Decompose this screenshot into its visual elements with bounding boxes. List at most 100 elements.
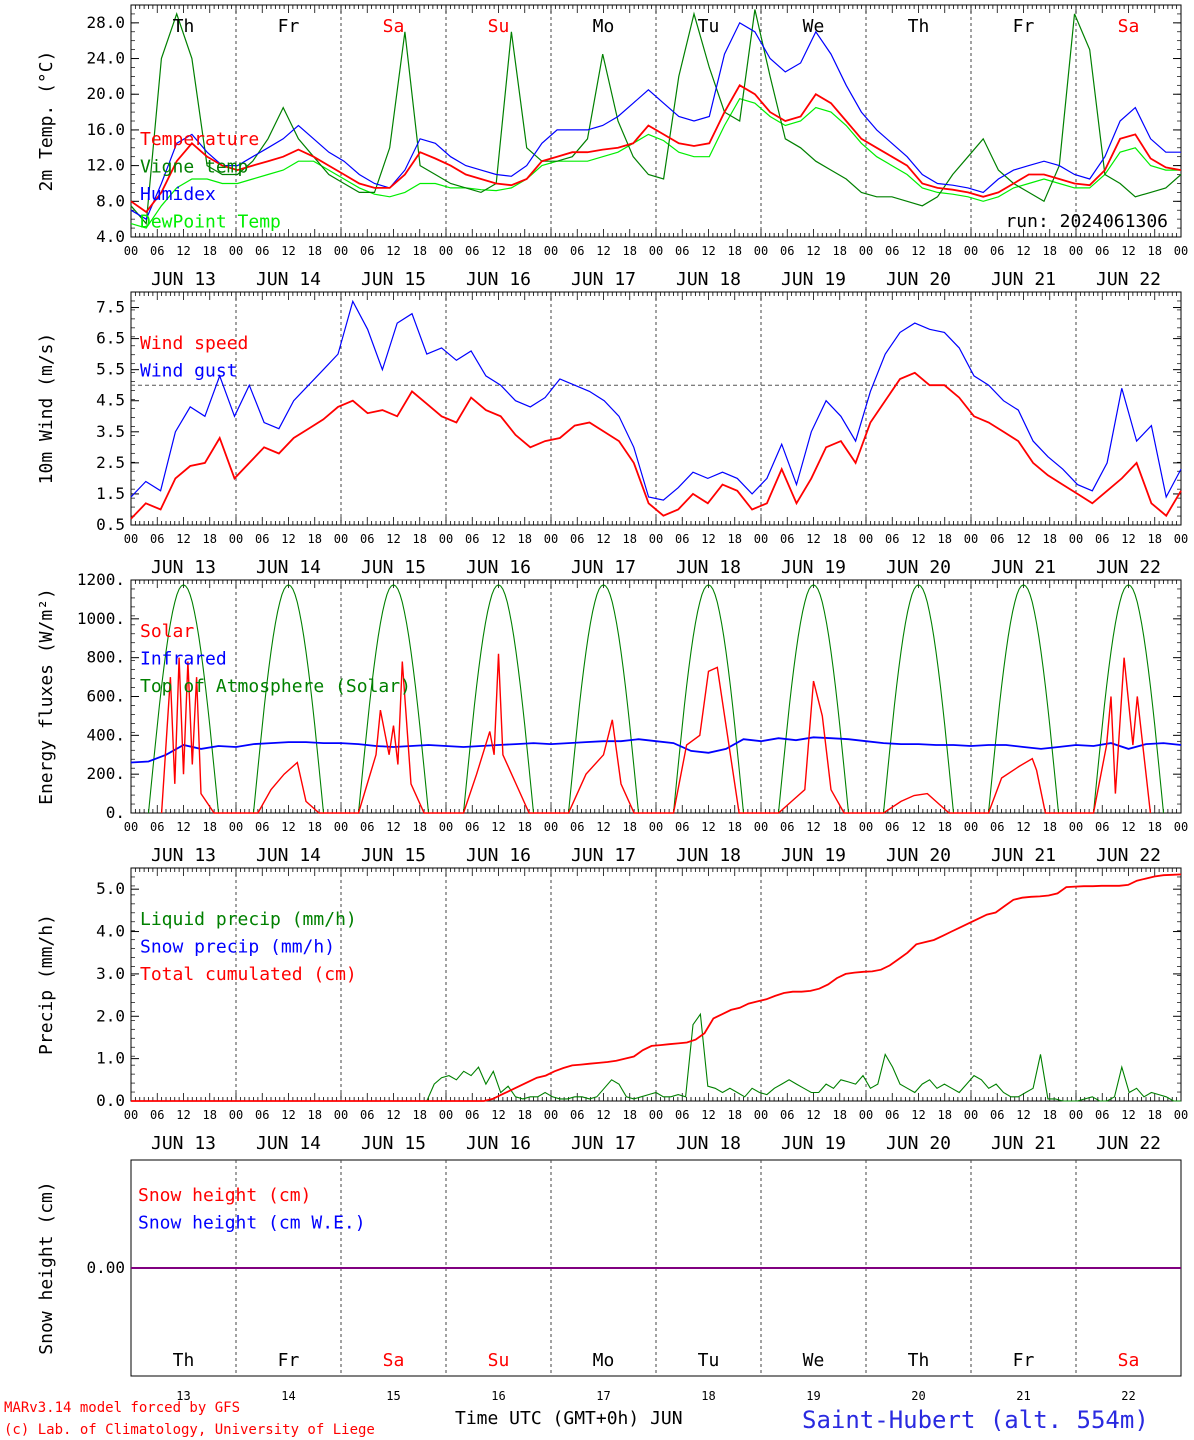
day-tick-label: JUN 17	[571, 269, 636, 290]
hour-tick-label: 00	[1069, 244, 1083, 258]
hour-tick-label: 06	[885, 820, 899, 834]
day-number-label: 15	[386, 1389, 400, 1403]
hour-tick-label: 18	[308, 820, 322, 834]
hour-tick-label: 18	[413, 1108, 427, 1122]
hour-tick-label: 06	[150, 1108, 164, 1122]
hour-tick-label: 00	[439, 532, 453, 546]
hour-tick-label: 06	[1095, 532, 1109, 546]
hour-tick-label: 12	[176, 820, 190, 834]
series-top-of-atmosphere-day-6	[672, 584, 745, 814]
hour-tick-label: 18	[1148, 820, 1162, 834]
panel-energy: 00 06 12 18 JUN 13 00 06 12 18 JUN 14 00 06 12 18 JUN …	[36, 570, 1188, 866]
hour-tick-label: 12	[911, 532, 925, 546]
station-title: Saint-Hubert (alt. 554m)	[802, 1406, 1149, 1434]
hour-tick-label: 12	[596, 532, 610, 546]
hour-tick-label: 18	[728, 1108, 742, 1122]
hour-tick-label: 06	[885, 244, 899, 258]
day-tick-label: JUN 20	[886, 557, 951, 578]
hour-tick-label: 00	[229, 820, 243, 834]
hour-tick-label: 06	[780, 244, 794, 258]
hour-tick-label: 06	[150, 532, 164, 546]
hour-tick-label: 18	[203, 532, 217, 546]
hour-tick-label: 06	[1095, 820, 1109, 834]
hour-tick-label: 12	[1016, 820, 1030, 834]
weekday-label: Sa	[383, 1350, 405, 1371]
legend-vigne-temp: Vigne temp	[140, 157, 248, 178]
y-tick-label: 200.	[86, 764, 125, 783]
y-tick-label: 16.0	[86, 120, 125, 139]
series-wind-gust	[130, 299, 1182, 501]
day-tick-label: JUN 19	[781, 269, 846, 290]
y-tick-label: 28.0	[86, 13, 125, 32]
hour-tick-label: 06	[1095, 1108, 1109, 1122]
hour-tick-label: 06	[360, 244, 374, 258]
series-top-of-atmosphere-day-5	[567, 584, 640, 814]
weekday-label: Th	[908, 1350, 930, 1371]
y-tick-label: 24.0	[86, 49, 125, 68]
day-tick-label: JUN 20	[886, 269, 951, 290]
hour-tick-label: 00	[124, 1108, 138, 1122]
hour-tick-label: 18	[1148, 532, 1162, 546]
hour-tick-label: 06	[570, 532, 584, 546]
hour-tick-label: 18	[1043, 1108, 1057, 1122]
series-top-of-atmosphere-day-10	[1092, 584, 1165, 814]
day-tick-label: JUN 17	[571, 845, 636, 866]
hour-tick-label: 18	[833, 1108, 847, 1122]
day-tick-label: JUN 16	[466, 845, 531, 866]
hour-tick-label: 06	[360, 820, 374, 834]
weekday-label: Fr	[278, 1350, 300, 1371]
hour-tick-label: 00	[859, 820, 873, 834]
hour-tick-label: 12	[386, 244, 400, 258]
day-tick-label: JUN 14	[256, 845, 321, 866]
weekday-label: Th	[908, 16, 930, 37]
day-tick-label: JUN 18	[676, 557, 741, 578]
weekday-label: We	[803, 1350, 825, 1371]
hour-tick-label: 00	[229, 1108, 243, 1122]
day-tick-label: JUN 15	[361, 1133, 426, 1154]
panel-snow: 0.00 Snow height (cm) Th 13 Fr 14 Sa 15 Su 16 Mo 17…	[36, 1159, 1182, 1403]
hour-tick-label: 18	[203, 244, 217, 258]
y-tick-label: 5.0	[96, 879, 125, 898]
hour-tick-label: 12	[911, 244, 925, 258]
day-tick-label: JUN 17	[571, 1133, 636, 1154]
hour-tick-label: 06	[465, 1108, 479, 1122]
hour-tick-label: 12	[1121, 244, 1135, 258]
weekday-label: Su	[488, 1350, 510, 1371]
hour-tick-label: 06	[990, 532, 1004, 546]
day-tick-label: JUN 13	[151, 557, 216, 578]
hour-tick-label: 12	[701, 820, 715, 834]
weekday-label: Sa	[1118, 16, 1140, 37]
series-top-of-atmosphere-day-7	[777, 584, 850, 814]
hour-tick-label: 00	[1069, 820, 1083, 834]
hour-tick-label: 00	[229, 532, 243, 546]
hour-tick-label: 12	[491, 820, 505, 834]
day-tick-label: JUN 14	[256, 557, 321, 578]
legend-total-cumulated-cm: Total cumulated (cm)	[140, 964, 357, 985]
hour-tick-label: 12	[491, 244, 505, 258]
legend-liquid-precip-mm-h: Liquid precip (mm/h)	[140, 909, 357, 930]
hour-tick-label: 00	[859, 532, 873, 546]
day-tick-label: JUN 13	[151, 845, 216, 866]
series-infrared	[130, 736, 1182, 764]
day-tick-label: JUN 17	[571, 557, 636, 578]
hour-tick-label: 00	[1174, 244, 1188, 258]
weekday-label: Tu	[698, 16, 720, 37]
weekday-label: Su	[488, 16, 510, 37]
hour-tick-label: 18	[1043, 532, 1057, 546]
hour-tick-label: 06	[780, 532, 794, 546]
day-tick-label: JUN 21	[991, 557, 1056, 578]
y-tick-label: 2.0	[96, 1006, 125, 1025]
hour-tick-label: 12	[1121, 1108, 1135, 1122]
hour-tick-label: 06	[675, 532, 689, 546]
hour-tick-label: 12	[281, 532, 295, 546]
y-tick-label: 2.5	[96, 453, 125, 472]
hour-tick-label: 18	[203, 820, 217, 834]
hour-tick-label: 18	[938, 1108, 952, 1122]
hour-tick-label: 12	[596, 244, 610, 258]
hour-tick-label: 12	[491, 532, 505, 546]
hour-tick-label: 18	[518, 1108, 532, 1122]
weekday-label: Fr	[1013, 1350, 1035, 1371]
y-tick-label: 4.5	[96, 391, 125, 410]
hour-tick-label: 00	[1174, 820, 1188, 834]
hour-tick-label: 00	[544, 1108, 558, 1122]
